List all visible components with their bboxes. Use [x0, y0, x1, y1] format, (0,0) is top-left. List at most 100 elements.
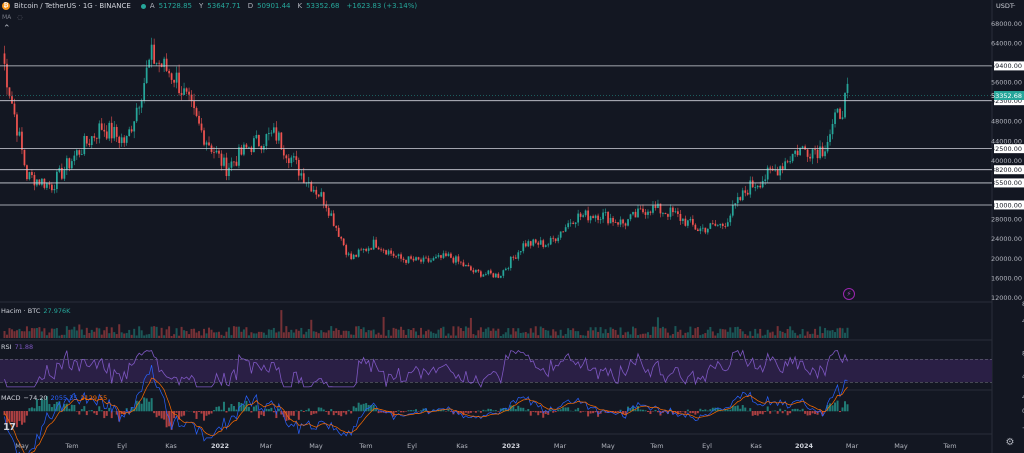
- candle-body: [517, 252, 520, 259]
- volume-bar: [110, 327, 113, 338]
- macd-legend[interactable]: MACD −74.20 2055.35 2129.55: [1, 394, 107, 402]
- candle-body: [696, 229, 699, 232]
- candle-body: [243, 144, 245, 155]
- volume-bar: [402, 329, 405, 338]
- candle-body: [836, 108, 839, 113]
- candle-body: [103, 129, 106, 132]
- volume-bar: [125, 333, 128, 338]
- volume-bar: [245, 327, 248, 338]
- macd-line: [4, 365, 848, 453]
- candle-body: [248, 147, 250, 149]
- chevron-up-icon[interactable]: ⌃: [3, 24, 11, 34]
- volume-bar: [457, 326, 460, 338]
- volume-bar: [654, 326, 657, 338]
- candle-body: [649, 211, 652, 213]
- macd-histogram-bar: [213, 410, 215, 412]
- minimize-icon[interactable]: –: [1012, 1, 1016, 9]
- study-label[interactable]: MA: [2, 13, 12, 21]
- volume-bar: [65, 326, 68, 338]
- candle-body: [397, 254, 400, 256]
- macd-histogram-bar: [801, 408, 804, 412]
- macd-histogram-bar: [208, 411, 211, 415]
- lightning-icon[interactable]: ⚡: [843, 288, 855, 300]
- level-label: 59400.00: [991, 62, 1022, 70]
- eye-hidden-icon[interactable]: ◌: [17, 13, 23, 21]
- time-axis-label: Kas: [456, 442, 468, 450]
- tradingview-logo-icon[interactable]: 17: [3, 422, 16, 433]
- candle-body: [270, 132, 273, 134]
- volume-legend[interactable]: Hacim · BTC 27.976K: [1, 307, 70, 315]
- macd-histogram-bar: [25, 411, 28, 416]
- volume-bar: [709, 326, 712, 338]
- volume-bar: [23, 331, 26, 338]
- volume-bar: [115, 334, 118, 338]
- volume-bar: [420, 327, 423, 338]
- macd-histogram-bar: [305, 410, 308, 412]
- candle-body: [138, 107, 141, 109]
- level-label: 35500.00: [991, 179, 1022, 187]
- candle-body: [31, 172, 33, 176]
- candle-body: [632, 211, 634, 215]
- volume-bar: [342, 330, 345, 338]
- volume-bar: [809, 334, 812, 338]
- macd-histogram-bar: [661, 411, 664, 413]
- volume-bar: [8, 328, 11, 338]
- volume-bar: [634, 328, 637, 338]
- volume-bar: [824, 327, 827, 338]
- time-axis-label: Tem: [942, 442, 956, 450]
- volume-bar: [395, 328, 398, 338]
- macd-histogram-bar: [646, 411, 649, 413]
- rsi-line: [4, 349, 848, 388]
- volume-bar: [138, 326, 141, 338]
- macd-histogram-bar: [639, 409, 642, 412]
- candle-body: [447, 253, 450, 256]
- macd-histogram-bar: [155, 411, 158, 418]
- volume-bar: [726, 331, 729, 338]
- rsi-value: 71.88: [14, 343, 34, 351]
- macd-histogram-bar: [140, 403, 143, 412]
- candle-body: [494, 273, 497, 278]
- candle-body: [230, 161, 233, 168]
- volume-bar: [153, 326, 156, 338]
- macd-histogram-bar: [227, 407, 230, 412]
- volume-bar: [317, 333, 320, 338]
- volume-bar: [791, 330, 794, 338]
- volume-bar: [666, 332, 669, 338]
- candle-body: [739, 197, 742, 201]
- candle-body: [589, 216, 592, 221]
- volume-bar: [227, 327, 230, 338]
- symbol-title[interactable]: Bitcoin / TetherUS · 1G · BINANCE: [14, 2, 131, 10]
- candle-body: [215, 150, 218, 153]
- volume-bar: [185, 331, 188, 338]
- candle-body: [73, 155, 76, 162]
- volume-bar: [701, 334, 704, 338]
- candle-body: [3, 53, 6, 64]
- macd-histogram-bar: [736, 405, 739, 412]
- volume-bar: [474, 335, 477, 338]
- candle-body: [240, 147, 243, 155]
- candle-body: [672, 207, 674, 213]
- candle-body: [664, 213, 667, 215]
- candle-body: [460, 261, 462, 263]
- volume-bar: [796, 335, 799, 338]
- candle-body: [160, 63, 163, 68]
- rsi-legend[interactable]: RSI 71.88: [1, 343, 33, 351]
- candle-body: [544, 245, 547, 247]
- volume-bar: [751, 335, 754, 338]
- candle-body: [514, 257, 517, 259]
- candle-body: [135, 107, 138, 122]
- candle-body: [347, 253, 350, 255]
- volume-bar: [415, 331, 418, 338]
- currency-label[interactable]: USDT: [996, 2, 1014, 10]
- macd-histogram-bar: [706, 410, 709, 412]
- macd-histogram-bar: [459, 411, 462, 413]
- volume-bar: [48, 332, 51, 338]
- candle-body: [519, 251, 522, 253]
- candle-body: [452, 257, 455, 263]
- volume-bar: [489, 330, 492, 338]
- candle-body: [13, 103, 16, 115]
- time-axis-label: Eyl: [407, 442, 417, 450]
- gear-icon[interactable]: ⚙: [1005, 437, 1015, 448]
